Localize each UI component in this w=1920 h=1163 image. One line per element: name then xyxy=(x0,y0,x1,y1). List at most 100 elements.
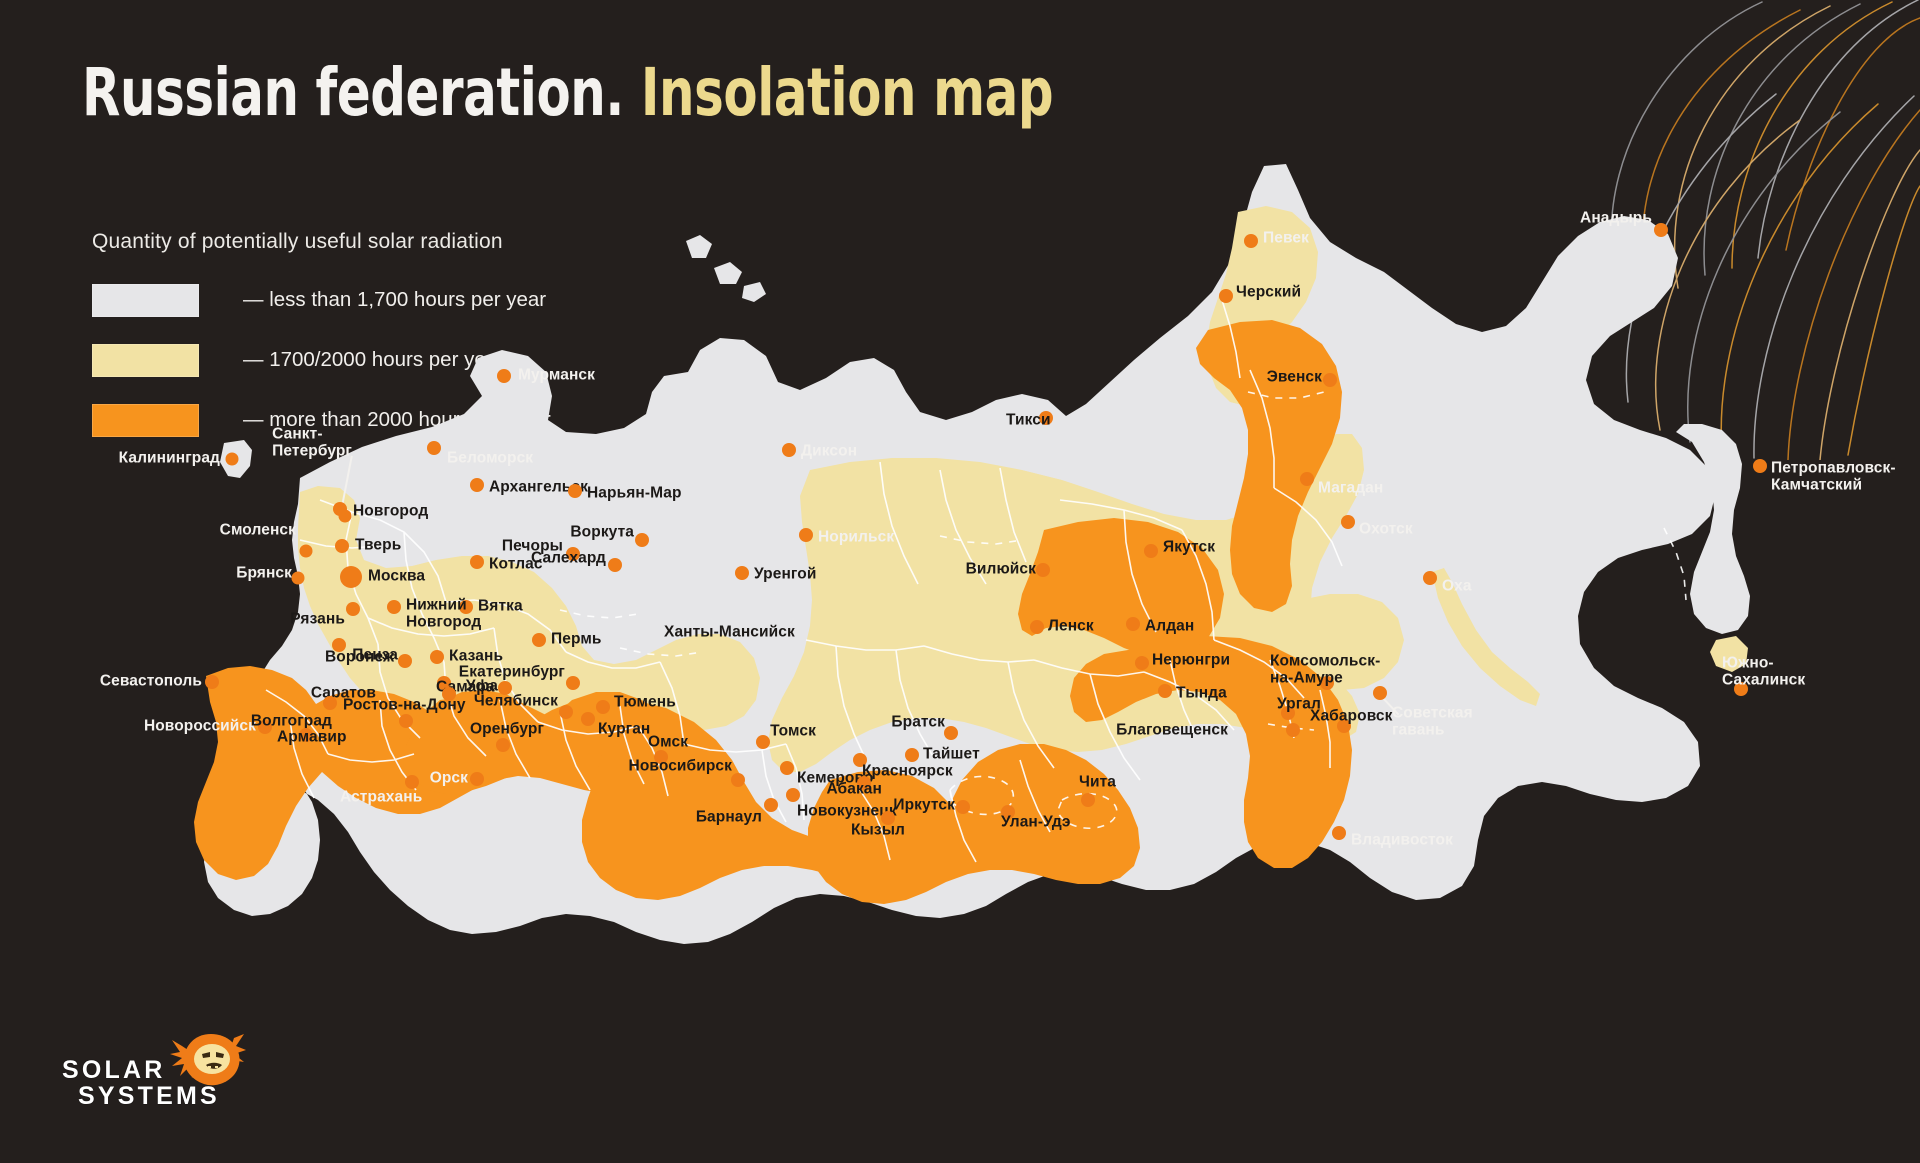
city-marker-dot[interactable] xyxy=(799,528,813,542)
city-marker-dot[interactable] xyxy=(1001,805,1015,819)
city-marker-dot[interactable] xyxy=(1654,223,1668,237)
city-marker-dot[interactable] xyxy=(470,478,484,492)
city-marker-dot[interactable] xyxy=(1423,571,1437,585)
city-marker-dot[interactable] xyxy=(654,750,668,764)
city-marker-dot[interactable] xyxy=(782,443,796,457)
city-marker-dot[interactable] xyxy=(566,547,580,561)
city-marker-dot[interactable] xyxy=(1158,684,1172,698)
city-marker-dot[interactable] xyxy=(323,696,337,710)
peninsula-kamchatka xyxy=(1676,424,1750,634)
city-marker-dot[interactable] xyxy=(1144,544,1158,558)
city-marker-dot[interactable] xyxy=(756,735,770,749)
city-marker-dot[interactable] xyxy=(1081,793,1095,807)
city-marker-dot[interactable] xyxy=(1039,411,1053,425)
city-marker-dot[interactable] xyxy=(333,502,347,516)
city-marker-dot[interactable] xyxy=(608,558,622,572)
city-marker-dot[interactable] xyxy=(780,761,794,775)
city-marker-dot[interactable] xyxy=(405,775,419,789)
city-label: Челябинск xyxy=(473,692,558,710)
city-marker-dot[interactable] xyxy=(1126,617,1140,631)
city-marker-dot[interactable] xyxy=(596,700,610,714)
city-label: Диксон xyxy=(801,442,858,460)
city-marker-dot[interactable] xyxy=(258,720,272,734)
city-marker-dot[interactable] xyxy=(299,544,313,558)
city-marker-dot[interactable] xyxy=(427,441,441,455)
city-marker-dot[interactable] xyxy=(581,712,595,726)
city-label: Вятка xyxy=(478,597,523,615)
city-marker-dot[interactable] xyxy=(332,638,346,652)
city-marker-dot[interactable] xyxy=(430,650,444,664)
city-marker-dot[interactable] xyxy=(1323,373,1337,387)
city-marker-dot[interactable] xyxy=(1753,459,1767,473)
city-label: Астрахань xyxy=(340,788,423,806)
city-marker-dot[interactable] xyxy=(437,676,451,690)
city-marker-dot[interactable] xyxy=(853,753,867,767)
city-label: Ургал xyxy=(1277,695,1321,713)
legend-item-mid[interactable]: — 1700/2000 hours per year xyxy=(92,343,551,377)
city-marker-dot[interactable] xyxy=(568,484,582,498)
legend-swatch-low xyxy=(92,283,199,317)
zone-high-amur xyxy=(1070,636,1352,868)
city-marker-dot[interactable] xyxy=(881,811,895,825)
zone-high-south-siberia xyxy=(808,744,1140,904)
city-marker-dot[interactable] xyxy=(1219,289,1233,303)
city-marker-dot[interactable] xyxy=(496,738,510,752)
zone-mid-european xyxy=(298,486,760,738)
legend-label-low: — less than 1,700 hours per year xyxy=(243,288,547,311)
city-marker-dot[interactable] xyxy=(1734,682,1748,696)
city-marker-dot[interactable] xyxy=(387,600,401,614)
city-label: Кызыл xyxy=(851,821,905,839)
city-label: Пермь xyxy=(551,630,602,648)
zone-high-yakutia xyxy=(1018,518,1224,658)
city-marker-dot[interactable] xyxy=(225,452,239,466)
city-label: Севастополь xyxy=(99,672,202,690)
city-marker-dot[interactable] xyxy=(1373,686,1387,700)
city-marker-dot[interactable] xyxy=(340,566,362,588)
city-marker-dot[interactable] xyxy=(459,600,473,614)
city-marker-dot[interactable] xyxy=(470,555,484,569)
city-marker-dot[interactable] xyxy=(735,566,749,580)
logo-line-1: SOLAR xyxy=(62,1056,166,1084)
city-marker-dot[interactable] xyxy=(442,687,456,701)
solar-systems-logo[interactable]: SOLAR SYSTEMS xyxy=(62,1034,272,1130)
city-marker-dot[interactable] xyxy=(1281,706,1295,720)
city-marker-dot[interactable] xyxy=(559,705,573,719)
city-marker-dot[interactable] xyxy=(205,675,219,689)
city-marker-dot[interactable] xyxy=(399,714,413,728)
city-marker-dot[interactable] xyxy=(731,773,745,787)
city-marker-dot[interactable] xyxy=(635,533,649,547)
city-marker-dot[interactable] xyxy=(1300,472,1314,486)
city-marker-dot[interactable] xyxy=(1337,719,1351,733)
city-marker-dot[interactable] xyxy=(857,776,871,790)
zone-high-group xyxy=(194,320,1352,904)
city-label: Ханты-Мансийск xyxy=(664,623,795,641)
city-marker-dot[interactable] xyxy=(944,726,958,740)
city-marker-dot[interactable] xyxy=(1036,563,1050,577)
city-marker-dot[interactable] xyxy=(956,800,970,814)
city-marker-dot[interactable] xyxy=(1244,234,1258,248)
city-marker-dot[interactable] xyxy=(498,681,512,695)
city-marker-dot[interactable] xyxy=(497,369,511,383)
city-marker-dot[interactable] xyxy=(566,676,580,690)
city-marker-dot[interactable] xyxy=(299,728,313,742)
city-marker-dot[interactable] xyxy=(532,633,546,647)
city-marker-dot[interactable] xyxy=(335,539,349,553)
city-marker-dot[interactable] xyxy=(398,654,412,668)
city-marker-dot[interactable] xyxy=(786,788,800,802)
city-label: Улан-Удэ xyxy=(1001,813,1071,831)
city-marker-dot[interactable] xyxy=(1030,620,1044,634)
city-marker-dot[interactable] xyxy=(1341,515,1355,529)
city-marker-dot[interactable] xyxy=(1286,723,1300,737)
city-label: Охотск xyxy=(1359,520,1413,538)
city-marker-dot[interactable] xyxy=(905,748,919,762)
city-marker-dot[interactable] xyxy=(470,772,484,786)
city-label: Барнаул xyxy=(695,808,762,826)
city-marker-dot[interactable] xyxy=(291,571,305,585)
city-marker-dot[interactable] xyxy=(346,602,360,616)
legend-item-low[interactable]: — less than 1,700 hours per year xyxy=(92,283,551,317)
city-marker-dot[interactable] xyxy=(1332,826,1346,840)
city-marker-dot[interactable] xyxy=(1135,656,1149,670)
city-marker-dot[interactable] xyxy=(1320,676,1334,690)
city-marker-dot[interactable] xyxy=(764,798,778,812)
